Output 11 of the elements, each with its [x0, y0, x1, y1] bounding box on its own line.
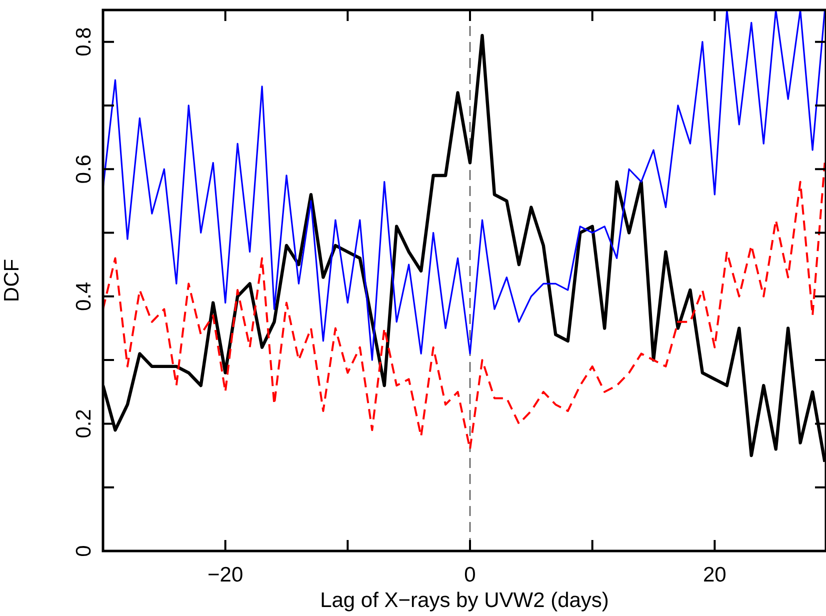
y-tick-label: 0	[72, 545, 96, 557]
y-axis-title: DCF	[0, 258, 24, 302]
x-tick-label: 0	[464, 563, 476, 586]
x-axis-title: Lag of X−rays by UVW2 (days)	[320, 589, 609, 612]
y-tick-label: 0.4	[72, 282, 96, 312]
y-tick-label: 0.2	[72, 409, 96, 438]
x-tick-label: 20	[702, 563, 726, 586]
x-tick-label: −20	[208, 563, 244, 586]
line-series	[103, 162, 826, 450]
y-tick-label: 0.8	[72, 27, 96, 56]
y-tick-label: 0.6	[72, 154, 96, 184]
